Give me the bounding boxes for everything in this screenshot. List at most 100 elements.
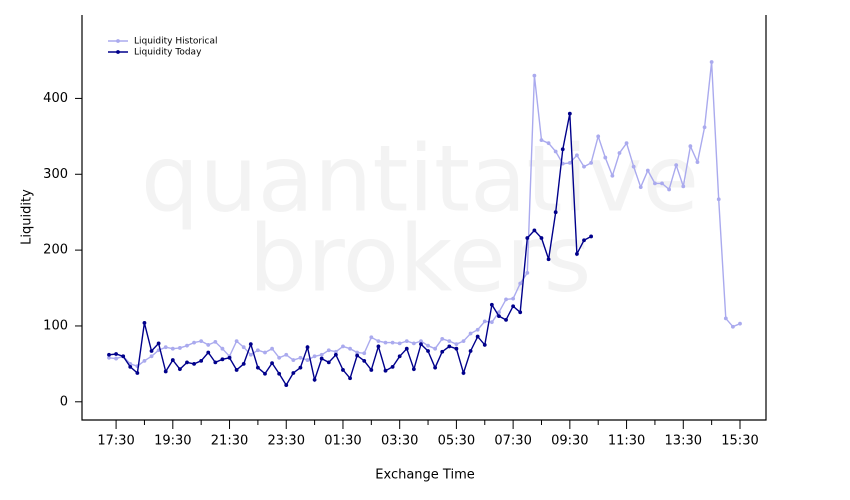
- point: [312, 377, 317, 382]
- point: [291, 371, 296, 375]
- point: [192, 361, 196, 366]
- point: [263, 371, 267, 376]
- point: [468, 331, 473, 336]
- point: [731, 324, 735, 329]
- legend-marker: [116, 50, 120, 54]
- point: [546, 257, 551, 262]
- point: [475, 327, 480, 332]
- x-axis-title: Exchange Time: [375, 468, 474, 483]
- point: [419, 342, 423, 347]
- point: [645, 168, 650, 173]
- point: [653, 181, 657, 186]
- point: [461, 371, 466, 375]
- point: [702, 125, 707, 130]
- x-tick-label: 21:30: [211, 434, 248, 449]
- point: [348, 376, 352, 381]
- point: [177, 367, 182, 372]
- point: [709, 60, 714, 64]
- point: [447, 339, 452, 344]
- point: [553, 210, 558, 215]
- point: [163, 345, 168, 350]
- point: [688, 144, 693, 149]
- point: [440, 336, 445, 341]
- point: [192, 340, 196, 345]
- point: [596, 134, 601, 139]
- point: [270, 361, 274, 366]
- point: [589, 160, 594, 165]
- point: [199, 358, 204, 363]
- point: [284, 352, 289, 357]
- x-tick-label: 07:30: [494, 434, 531, 449]
- x-tick-label: 15:30: [721, 434, 758, 449]
- point: [553, 149, 558, 154]
- point: [234, 339, 239, 344]
- point: [142, 358, 147, 363]
- point: [546, 141, 551, 146]
- point: [326, 360, 331, 365]
- point: [525, 270, 530, 275]
- point: [617, 151, 622, 155]
- point: [355, 353, 360, 358]
- point: [121, 354, 126, 359]
- point: [411, 367, 416, 372]
- point: [362, 358, 367, 363]
- point: [511, 304, 516, 309]
- point: [440, 349, 445, 354]
- point: [411, 341, 416, 346]
- point: [284, 383, 289, 388]
- point: [107, 355, 111, 360]
- point: [667, 187, 672, 192]
- point: [482, 319, 487, 324]
- point: [489, 302, 494, 307]
- point: [341, 368, 345, 372]
- point: [582, 164, 586, 169]
- point: [355, 350, 360, 355]
- point: [397, 354, 402, 359]
- y-tick-label: 300: [43, 167, 68, 182]
- point: [447, 344, 452, 349]
- point: [404, 339, 409, 344]
- point: [248, 352, 253, 357]
- point: [206, 343, 211, 347]
- point: [426, 349, 430, 353]
- point: [227, 355, 232, 360]
- point: [107, 352, 111, 357]
- point: [511, 296, 516, 301]
- point: [142, 321, 147, 325]
- legend-label: Liquidity Historical: [134, 37, 218, 47]
- point: [234, 368, 239, 372]
- point: [716, 197, 721, 202]
- point: [589, 234, 594, 239]
- point: [383, 368, 388, 373]
- point: [575, 252, 579, 256]
- x-tick-label: 19:30: [154, 434, 191, 449]
- point: [326, 348, 331, 353]
- point: [298, 355, 303, 360]
- point: [475, 334, 480, 339]
- point: [248, 342, 253, 347]
- point: [695, 160, 700, 165]
- point: [149, 354, 154, 359]
- point: [319, 356, 324, 361]
- point: [674, 163, 679, 168]
- y-tick-label: 400: [43, 91, 68, 106]
- point: [185, 343, 189, 348]
- point: [419, 339, 423, 344]
- point: [610, 173, 615, 178]
- point: [341, 344, 345, 349]
- point: [638, 185, 643, 190]
- point: [426, 343, 430, 348]
- point: [348, 346, 352, 351]
- point: [156, 341, 161, 346]
- point: [319, 352, 324, 357]
- point: [128, 365, 133, 369]
- point: [603, 155, 608, 160]
- point: [575, 153, 579, 158]
- point: [369, 335, 374, 340]
- point: [631, 164, 636, 169]
- point: [518, 281, 523, 286]
- point: [390, 365, 395, 369]
- point: [660, 181, 664, 186]
- point: [255, 348, 260, 353]
- point: [539, 236, 544, 240]
